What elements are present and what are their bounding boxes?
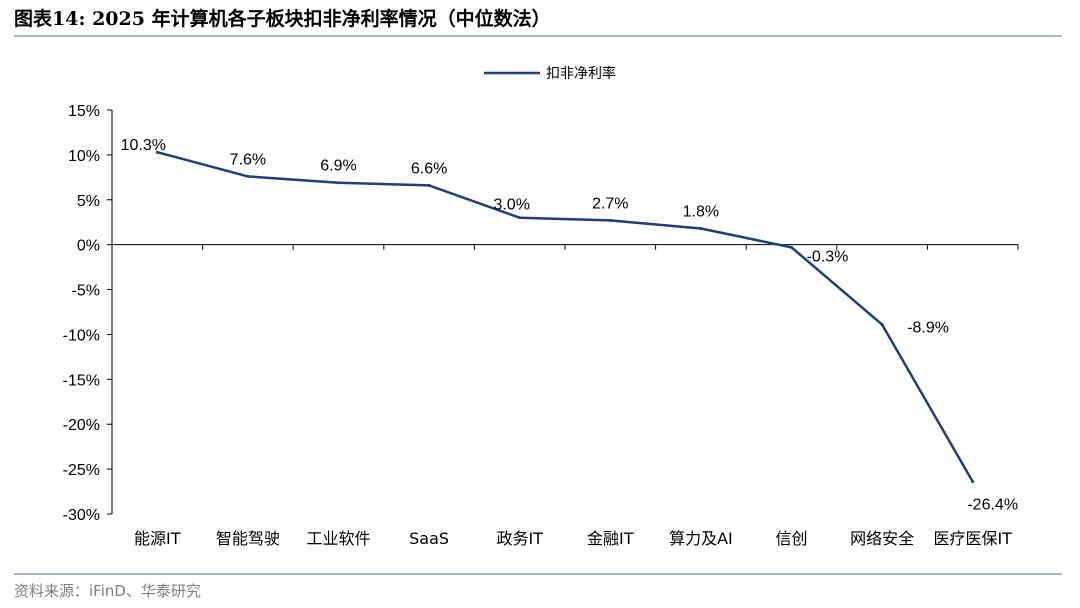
data-point [880,323,884,327]
y-tick-label: -20% [63,417,100,434]
data-label: -26.4% [967,497,1018,514]
x-category-label: SaaS [409,529,449,548]
data-point [790,245,793,249]
y-tick-label: -5% [72,283,100,300]
y-tick-label: -15% [63,372,100,389]
source-note: 资料来源：iFinD、华泰研究 [14,582,201,600]
data-point [971,480,975,484]
series-line [156,150,974,483]
data-label: 3.0% [493,197,529,214]
data-point [608,218,612,222]
y-tick-label: -30% [63,507,100,524]
data-point [699,227,703,231]
data-label: -8.9% [907,320,949,337]
data-label: -0.3% [807,248,849,265]
x-category-label: 政务IT [496,529,543,548]
x-category-label: 智能驾驶 [216,529,280,548]
legend-label: 扣非净利率 [546,65,616,82]
data-label: 1.8% [683,204,719,221]
y-tick-label: -25% [63,462,100,479]
data-label: 7.6% [230,151,266,168]
y-tick-label: 5% [77,193,100,210]
x-category-label: 网络安全 [850,529,914,548]
line-chart: 15% 10% 5% 0% -5% -10% -15% -20% -25% -30% 能源IT 智能驾… [63,65,1019,548]
data-label: 10.3% [121,137,166,154]
x-category-label: 工业软件 [306,529,370,548]
data-label: 6.9% [320,158,356,175]
data-label: 2.7% [592,195,628,212]
y-tick-label: 0% [77,238,100,255]
x-category-label: 能源IT [134,529,181,548]
chart-title: 图表14: 2025 年计算机各子板块扣非净利率情况（中位数法） [14,8,551,30]
data-label: 6.6% [411,160,447,177]
data-point [337,181,340,185]
y-tick-label: -10% [63,327,100,344]
top-divider [14,35,1062,37]
data-point [246,174,250,178]
x-category-label: 信创 [775,529,807,548]
x-category-label: 医疗医保IT [933,529,1012,548]
x-category-label: 金融IT [587,529,634,548]
bottom-divider [14,573,1062,575]
y-tick-label: 15% [68,103,100,120]
data-point [427,183,431,187]
y-tick-label: 10% [68,148,100,165]
data-point [518,216,522,220]
x-category-label: 算力及AI [669,529,733,548]
data-point [155,150,159,154]
